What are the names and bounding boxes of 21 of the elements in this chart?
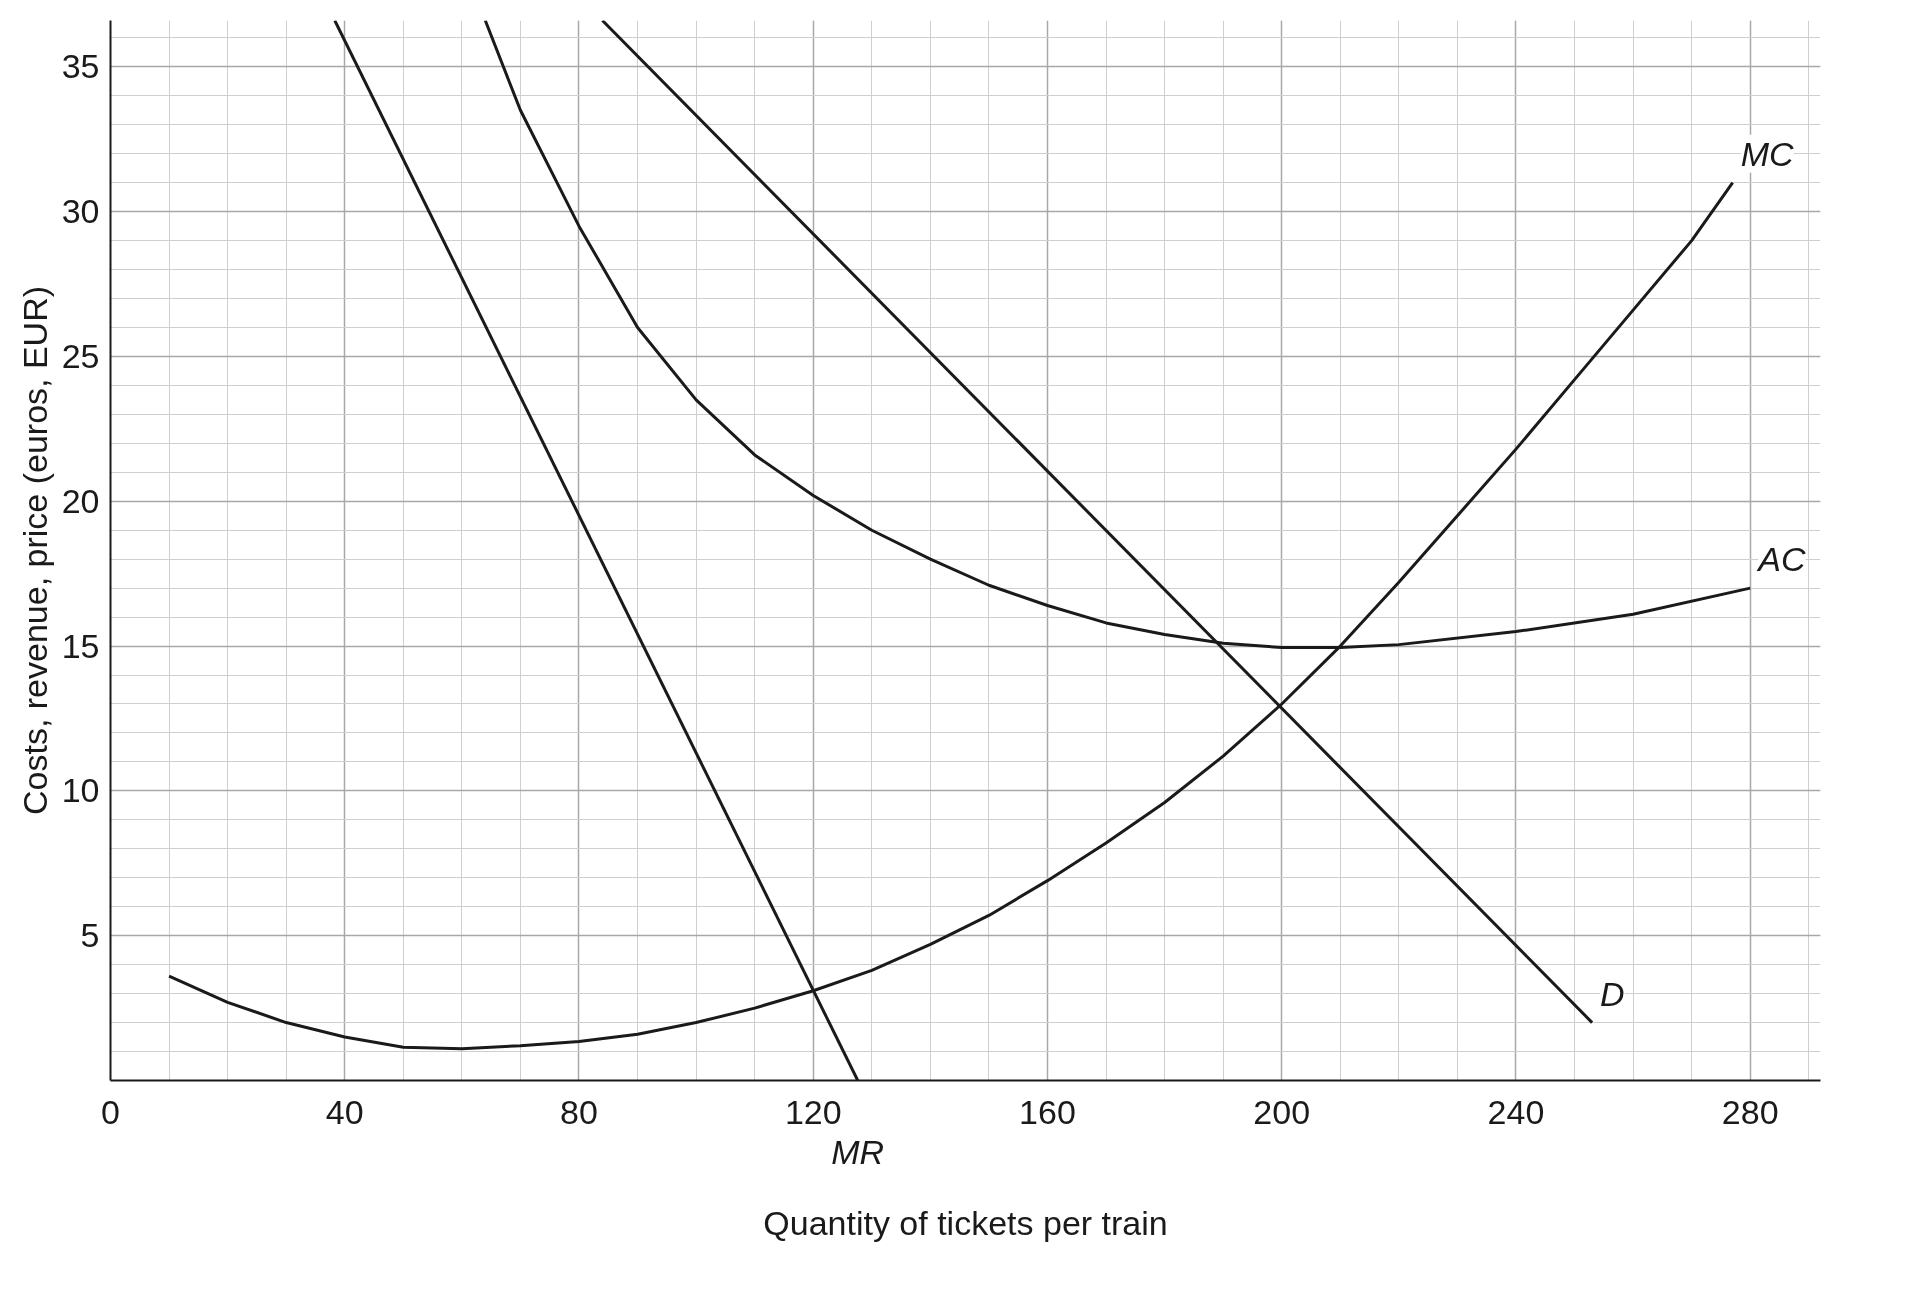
- y-tick-label: 30: [61, 192, 100, 231]
- x-tick-label: 40: [325, 1092, 364, 1131]
- y-tick-label: 20: [61, 481, 100, 520]
- x-tick-label: 80: [560, 1092, 598, 1131]
- y-tick-label: 10: [61, 771, 100, 810]
- y-tick-label: 15: [61, 626, 100, 665]
- x-tick-label: 240: [1487, 1092, 1545, 1131]
- y-tick-label: 35: [61, 47, 100, 86]
- series-label: AC: [1756, 540, 1806, 579]
- y-tick-label: 25: [61, 336, 100, 375]
- x-tick-label: 280: [1721, 1092, 1779, 1131]
- y-axis-title: Costs, revenue, price (euros, EUR): [15, 285, 54, 816]
- x-tick-label: 0: [101, 1092, 120, 1131]
- x-tick-label: 120: [784, 1092, 842, 1131]
- series-label: MR: [831, 1132, 885, 1171]
- series-label: MC: [1740, 134, 1794, 173]
- x-tick-label: 160: [1019, 1092, 1076, 1131]
- y-tick-label: 5: [80, 916, 100, 955]
- series-label: D: [1600, 974, 1625, 1013]
- x-axis-title: Quantity of tickets per train: [763, 1203, 1168, 1242]
- x-tick-label: 200: [1253, 1092, 1311, 1131]
